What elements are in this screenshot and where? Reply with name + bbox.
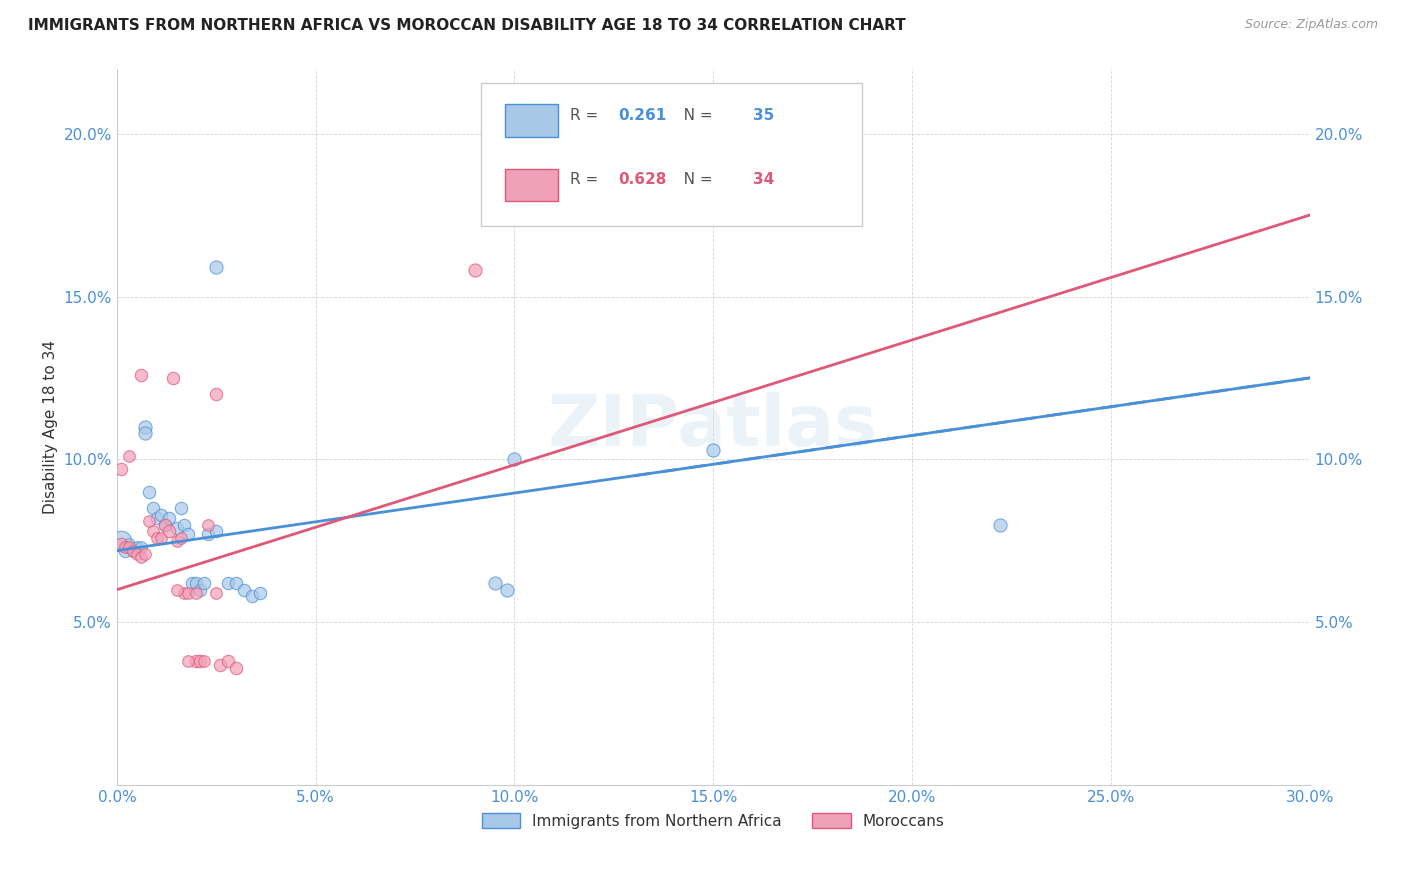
Bar bbox=[505, 169, 558, 201]
Point bbox=[157, 524, 180, 538]
Text: ZIPatlas: ZIPatlas bbox=[548, 392, 879, 461]
Point bbox=[142, 524, 165, 538]
Bar bbox=[505, 104, 558, 136]
Point bbox=[153, 517, 176, 532]
Point bbox=[240, 589, 263, 603]
Point bbox=[166, 521, 188, 535]
Point bbox=[197, 517, 219, 532]
Point bbox=[149, 508, 172, 522]
Point bbox=[186, 654, 208, 668]
Point bbox=[142, 501, 165, 516]
Point bbox=[134, 419, 156, 434]
Point bbox=[190, 582, 212, 597]
Point bbox=[118, 537, 141, 551]
Point bbox=[129, 368, 152, 382]
Point bbox=[484, 576, 506, 591]
Point bbox=[125, 547, 148, 561]
Point bbox=[149, 531, 172, 545]
Text: Source: ZipAtlas.com: Source: ZipAtlas.com bbox=[1244, 18, 1378, 31]
Point bbox=[702, 442, 724, 457]
Point bbox=[193, 576, 215, 591]
Point bbox=[177, 527, 200, 541]
Point bbox=[205, 387, 228, 401]
Point bbox=[209, 657, 232, 672]
Point bbox=[169, 501, 191, 516]
Point bbox=[464, 263, 486, 277]
Legend: Immigrants from Northern Africa, Moroccans: Immigrants from Northern Africa, Morocca… bbox=[475, 806, 950, 835]
Point bbox=[190, 654, 212, 668]
Text: 34: 34 bbox=[752, 172, 773, 187]
Point bbox=[118, 449, 141, 463]
Point bbox=[166, 582, 188, 597]
Point bbox=[125, 541, 148, 555]
Point bbox=[121, 543, 143, 558]
Point bbox=[205, 260, 228, 275]
Point bbox=[114, 543, 136, 558]
Point bbox=[153, 517, 176, 532]
Point bbox=[110, 533, 132, 548]
Point bbox=[169, 531, 191, 545]
Point bbox=[495, 582, 517, 597]
Point bbox=[181, 576, 204, 591]
Point bbox=[193, 654, 215, 668]
Point bbox=[186, 576, 208, 591]
FancyBboxPatch shape bbox=[481, 83, 862, 227]
Point bbox=[162, 371, 184, 385]
Point bbox=[138, 514, 160, 528]
Point bbox=[118, 541, 141, 555]
Text: R =: R = bbox=[571, 108, 609, 123]
Point bbox=[129, 541, 152, 555]
Point bbox=[217, 576, 239, 591]
Point bbox=[145, 511, 167, 525]
Point bbox=[173, 517, 195, 532]
Text: 35: 35 bbox=[752, 108, 773, 123]
Point bbox=[145, 531, 167, 545]
Text: N =: N = bbox=[669, 108, 717, 123]
Point bbox=[249, 586, 271, 600]
Text: N =: N = bbox=[669, 172, 717, 187]
Point bbox=[186, 586, 208, 600]
Point bbox=[503, 452, 526, 467]
Point bbox=[205, 586, 228, 600]
Point bbox=[121, 543, 143, 558]
Point bbox=[110, 462, 132, 476]
Point bbox=[157, 511, 180, 525]
Point bbox=[197, 527, 219, 541]
Point bbox=[138, 485, 160, 500]
Point bbox=[205, 524, 228, 538]
Point bbox=[225, 576, 247, 591]
Point bbox=[988, 517, 1011, 532]
Point bbox=[217, 654, 239, 668]
Text: IMMIGRANTS FROM NORTHERN AFRICA VS MOROCCAN DISABILITY AGE 18 TO 34 CORRELATION : IMMIGRANTS FROM NORTHERN AFRICA VS MOROC… bbox=[28, 18, 905, 33]
Point bbox=[166, 533, 188, 548]
Y-axis label: Disability Age 18 to 34: Disability Age 18 to 34 bbox=[44, 340, 58, 514]
Point bbox=[173, 586, 195, 600]
Point bbox=[177, 586, 200, 600]
Point bbox=[114, 541, 136, 555]
Point bbox=[233, 582, 256, 597]
Point bbox=[177, 654, 200, 668]
Point bbox=[110, 537, 132, 551]
Text: R =: R = bbox=[571, 172, 609, 187]
Point bbox=[129, 550, 152, 565]
Text: 0.628: 0.628 bbox=[617, 172, 666, 187]
Point bbox=[225, 661, 247, 675]
Text: 0.261: 0.261 bbox=[617, 108, 666, 123]
Point bbox=[134, 547, 156, 561]
Point bbox=[134, 426, 156, 441]
